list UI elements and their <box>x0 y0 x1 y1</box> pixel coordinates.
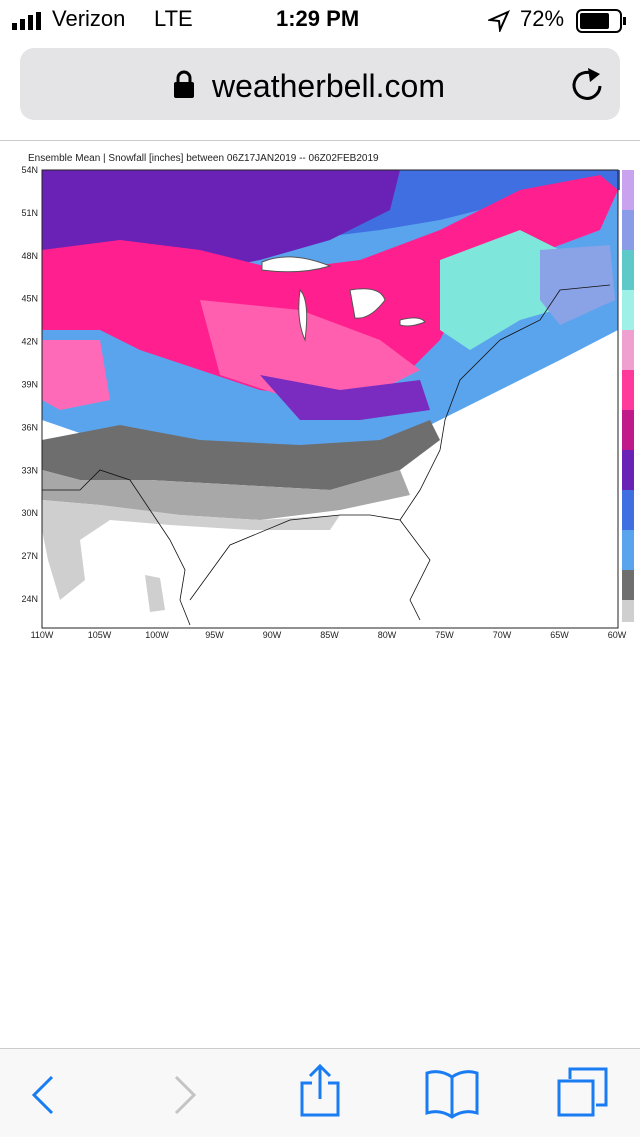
great-lakes <box>261 256 426 342</box>
battery-icon <box>576 9 626 33</box>
weather-map: Ensemble Mean | Snowfall [inches] betwee… <box>21 153 634 640</box>
lat-label: 33N <box>21 465 38 475</box>
lat-label: 54N <box>21 165 38 175</box>
forward-button[interactable] <box>170 1075 200 1115</box>
address-bar[interactable] <box>20 48 620 120</box>
lat-label: 36N <box>21 422 38 432</box>
lat-label: 51N <box>21 208 38 218</box>
map-title: Ensemble Mean | Snowfall [inches] betwee… <box>28 153 379 164</box>
lon-label: 65W <box>550 630 569 640</box>
lon-label: 70W <box>493 630 512 640</box>
share-button[interactable] <box>298 1063 342 1119</box>
lat-label: 45N <box>21 294 38 304</box>
separator <box>0 140 640 141</box>
snow-region <box>42 500 340 600</box>
snow-region <box>200 300 420 400</box>
lat-label: 27N <box>21 551 38 561</box>
reload-button[interactable] <box>568 64 606 104</box>
lon-label: 85W <box>320 630 339 640</box>
coastline <box>42 284 611 626</box>
time: 1:29 PM <box>276 6 360 31</box>
lat-label: 42N <box>21 337 38 347</box>
lat-label: 48N <box>21 251 38 261</box>
tabs-button[interactable] <box>556 1065 610 1119</box>
lon-label: 100W <box>145 630 169 640</box>
lon-label: 75W <box>435 630 454 640</box>
battery-level: 72% <box>520 6 565 31</box>
color-scale <box>622 170 634 622</box>
snow-region <box>42 175 618 400</box>
snow-region <box>42 470 410 520</box>
lat-label: 30N <box>21 508 38 518</box>
carrier: Verizon <box>52 6 126 31</box>
snow-region <box>42 340 110 410</box>
signal-icon <box>12 12 41 30</box>
snow-region <box>42 420 440 490</box>
snow-region <box>260 375 430 420</box>
bookmarks-button[interactable] <box>424 1069 480 1119</box>
lon-label: 60W <box>608 630 627 640</box>
lon-label: 80W <box>378 630 397 640</box>
map-frame <box>41 169 619 629</box>
network: LTE <box>154 6 193 31</box>
lock-icon <box>174 70 194 98</box>
url[interactable]: weatherbell.com <box>212 68 445 104</box>
location-icon <box>488 10 510 32</box>
lon-label: 105W <box>88 630 112 640</box>
toolbar <box>0 1048 640 1137</box>
snow-region <box>540 245 615 325</box>
snow-region <box>145 575 165 612</box>
back-button[interactable] <box>28 1075 58 1115</box>
lon-label: 90W <box>263 630 282 640</box>
lon-label: 110W <box>31 630 54 640</box>
lat-label: 39N <box>21 380 38 390</box>
lon-label: 95W <box>205 630 224 640</box>
lat-label: 24N <box>21 594 38 604</box>
